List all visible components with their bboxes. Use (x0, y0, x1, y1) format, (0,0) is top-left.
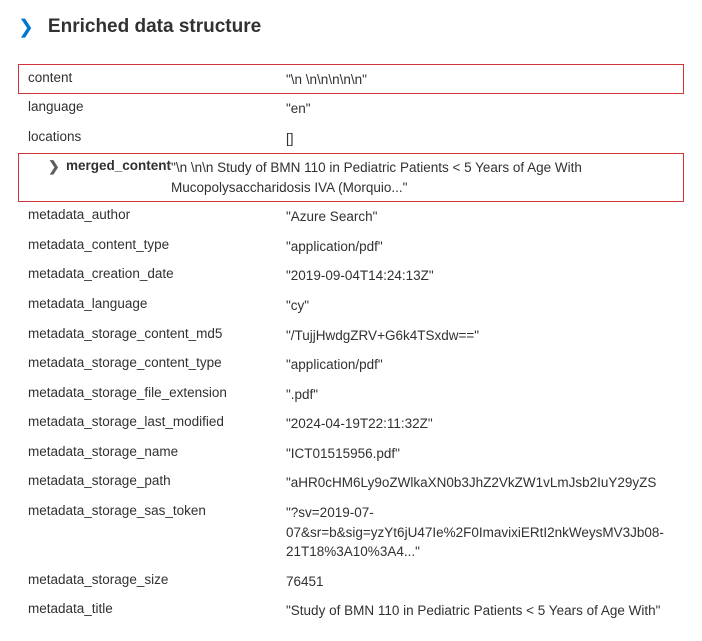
chevron-right-icon[interactable]: ❯ (48, 159, 58, 173)
field-row-content: content "\n \n\n\n\n\n" (18, 64, 684, 94)
field-key: metadata_creation_date (28, 265, 286, 281)
field-row-metadata-language: metadata_language "cy" (18, 291, 684, 321)
field-value: "ICT01515956.pdf" (286, 443, 680, 464)
field-value: "Study of BMN 110 in Pediatric Patients … (286, 600, 680, 621)
field-value: "cy" (286, 295, 680, 316)
field-value: "2024-04-19T22:11:32Z" (286, 413, 680, 434)
field-value: "\n \n\n Study of BMN 110 in Pediatric P… (171, 157, 680, 197)
field-row-metadata-storage-content-md5: metadata_storage_content_md5 "/TujjHwdgZ… (18, 320, 684, 350)
field-key: metadata_storage_file_extension (28, 384, 286, 400)
field-key: metadata_storage_path (28, 472, 286, 488)
field-row-metadata-storage-size: metadata_storage_size 76451 (18, 566, 684, 596)
field-row-metadata-storage-content-type: metadata_storage_content_type "applicati… (18, 350, 684, 380)
field-row-metadata-storage-last-modified: metadata_storage_last_modified "2024-04-… (18, 409, 684, 439)
field-row-metadata-storage-file-extension: metadata_storage_file_extension ".pdf" (18, 379, 684, 409)
section-title: Enriched data structure (48, 16, 261, 38)
field-row-merged-content: ❯ merged_content "\n \n\n Study of BMN 1… (18, 153, 684, 202)
field-row-metadata-content-type: metadata_content_type "application/pdf" (18, 231, 684, 261)
field-value: "Azure Search" (286, 206, 680, 227)
field-value: "/TujjHwdgZRV+G6k4TSxdw==" (286, 325, 680, 346)
field-key: metadata_storage_name (28, 443, 286, 459)
field-row-metadata-storage-name: metadata_storage_name "ICT01515956.pdf" (18, 438, 684, 468)
field-value: "\n \n\n\n\n\n" (286, 69, 680, 90)
field-key: metadata_author (28, 206, 286, 222)
field-row-locations: locations [] (18, 123, 684, 153)
field-value: "aHR0cHM6Ly9oZWlkaXN0b3JhZ2VkZW1vLmJsb2I… (286, 472, 680, 493)
field-value: 76451 (286, 571, 680, 592)
field-key: content (28, 69, 286, 85)
field-value: "?sv=2019-07-07&sr=b&sig=yzYt6jU47Ie%2F0… (286, 502, 680, 562)
field-key: metadata_storage_content_type (28, 354, 286, 370)
field-key: language (28, 98, 286, 114)
field-key: metadata_content_type (28, 236, 286, 252)
field-key: metadata_storage_content_md5 (28, 325, 286, 341)
field-key: metadata_language (28, 295, 286, 311)
field-row-metadata-storage-path: metadata_storage_path "aHR0cHM6Ly9oZWlka… (18, 468, 684, 498)
field-key: metadata_storage_last_modified (28, 413, 286, 429)
field-key: locations (28, 128, 286, 144)
field-value: "2019-09-04T14:24:13Z" (286, 265, 680, 286)
field-row-metadata-storage-sas-token: metadata_storage_sas_token "?sv=2019-07-… (18, 497, 684, 566)
field-value: "en" (286, 98, 680, 119)
field-value: ".pdf" (286, 384, 680, 405)
chevron-right-icon[interactable]: ❯ (18, 18, 34, 37)
field-value: [] (286, 128, 680, 149)
section-header: ❯ Enriched data structure (18, 16, 684, 38)
field-value: "application/pdf" (286, 354, 680, 375)
field-key[interactable]: ❯ merged_content (28, 157, 171, 173)
field-row-metadata-creation-date: metadata_creation_date "2019-09-04T14:24… (18, 261, 684, 291)
field-list: content "\n \n\n\n\n\n" language "en" lo… (18, 64, 684, 625)
field-key: metadata_storage_sas_token (28, 502, 286, 518)
field-key: metadata_storage_size (28, 571, 286, 587)
field-row-metadata-author: metadata_author "Azure Search" (18, 202, 684, 232)
field-row-metadata-title: metadata_title "Study of BMN 110 in Pedi… (18, 596, 684, 626)
field-row-language: language "en" (18, 94, 684, 124)
field-value: "application/pdf" (286, 236, 680, 257)
